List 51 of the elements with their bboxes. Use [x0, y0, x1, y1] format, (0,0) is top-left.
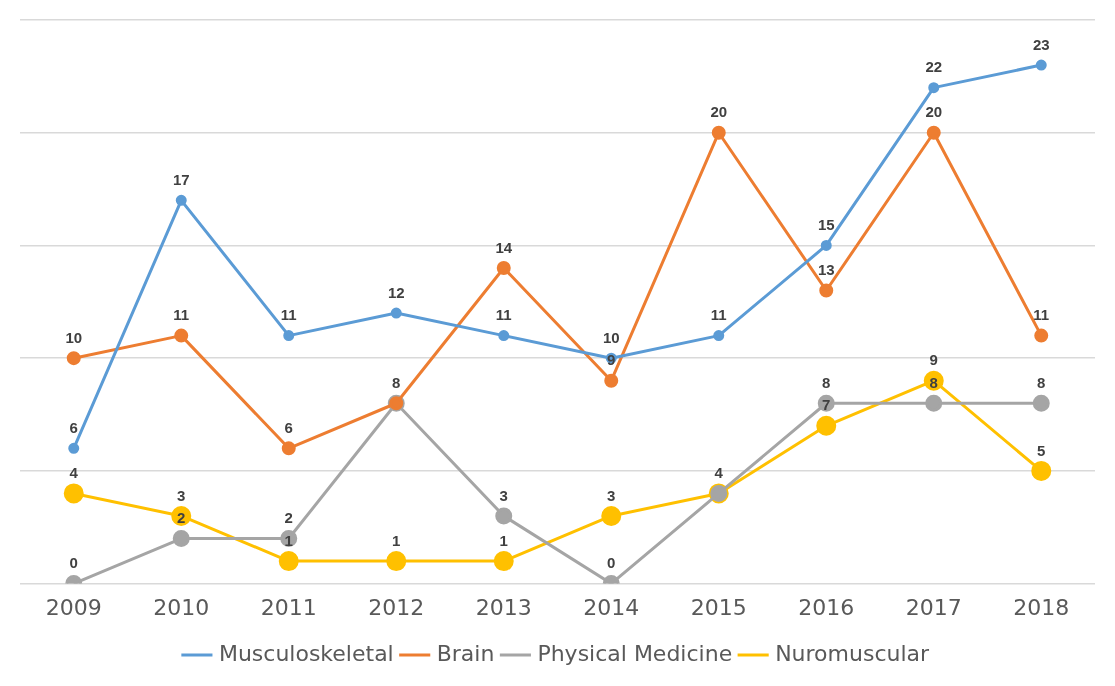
x-tick-label: 2018 [1013, 594, 1070, 620]
data-label: 3 [607, 486, 616, 504]
x-tick-label: 2014 [583, 594, 640, 620]
x-tick-label: 2015 [690, 594, 747, 620]
data-label: 10 [602, 328, 620, 346]
data-label: 23 [1032, 35, 1050, 53]
data-label: 11 [280, 306, 297, 324]
data-label: 6 [284, 418, 293, 436]
data-label: 11 [495, 306, 512, 324]
data-label: 5 [1037, 441, 1046, 459]
x-tick-label: 2012 [368, 594, 425, 620]
data-label: 14 [495, 238, 513, 256]
data-label: 11 [173, 306, 190, 324]
data-label: 12 [387, 283, 405, 301]
data-label: 6 [69, 418, 78, 436]
legend-label: Physical Medicine [537, 640, 733, 666]
x-tick-label: 2016 [798, 594, 855, 620]
data-label: 4 [69, 464, 79, 482]
data-label: 2 [284, 509, 293, 527]
data-label: 2 [177, 509, 186, 527]
data-label: 8 [392, 373, 401, 391]
data-label: 17 [172, 170, 190, 188]
data-label: 8 [929, 373, 938, 391]
data-label: 11 [710, 306, 727, 324]
x-tick-label: 2013 [475, 594, 532, 620]
data-label: 1 [499, 531, 508, 549]
data-label: 0 [607, 554, 616, 572]
x-tick-label: 2010 [153, 594, 210, 620]
data-label: 3 [177, 486, 186, 504]
data-label: 20 [710, 103, 728, 121]
data-label: 7 [822, 396, 831, 414]
data-label: 8 [822, 373, 831, 391]
data-label: 1 [392, 531, 401, 549]
x-tick-label: 2011 [260, 594, 317, 620]
data-label: 1 [284, 531, 293, 549]
x-tick-label: 2009 [45, 594, 102, 620]
data-label: 11 [1033, 306, 1050, 324]
data-label: 3 [499, 486, 508, 504]
data-label: 13 [817, 261, 835, 279]
data-label: 8 [1037, 373, 1046, 391]
legend-label: Nuromuscular [775, 640, 931, 666]
data-label: 15 [817, 216, 835, 234]
legend-label: Brain [436, 640, 495, 666]
data-label: 0 [69, 554, 78, 572]
data-label: 22 [925, 58, 943, 76]
data-label: 4 [714, 464, 724, 482]
data-label: 9 [929, 351, 938, 369]
data-label: 10 [65, 328, 83, 346]
data-label: 20 [925, 103, 943, 121]
legend-label: Musculoskeletal [218, 640, 394, 666]
x-tick-label: 2017 [905, 594, 962, 620]
